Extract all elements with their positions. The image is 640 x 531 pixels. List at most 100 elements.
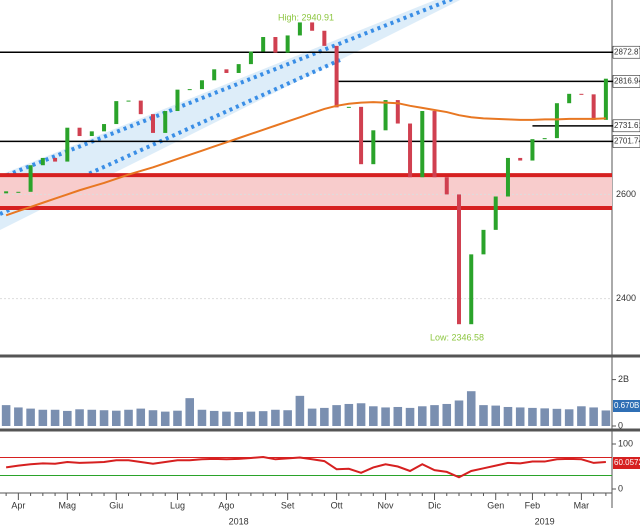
candle bbox=[591, 94, 596, 120]
volume-bar bbox=[442, 403, 452, 426]
volume-bar bbox=[320, 407, 329, 426]
candle bbox=[603, 78, 608, 120]
volume-bar bbox=[405, 407, 415, 426]
candle bbox=[346, 106, 351, 108]
volume-bar bbox=[75, 409, 84, 426]
level-label: 2701.74 bbox=[614, 136, 640, 145]
year-label: 2019 bbox=[535, 516, 555, 526]
candle bbox=[469, 254, 474, 325]
volume-bar bbox=[381, 407, 390, 426]
candle bbox=[432, 111, 437, 178]
level-label: 2816.94 bbox=[614, 76, 640, 85]
rsi-value-label: 60.0572 bbox=[614, 458, 640, 467]
candle bbox=[444, 177, 449, 195]
candle bbox=[420, 111, 425, 178]
candle bbox=[567, 93, 572, 104]
level-label: 2731.61 bbox=[614, 121, 640, 130]
x-tick-label: Giu bbox=[109, 500, 123, 510]
level-label: 2872.87 bbox=[614, 47, 640, 56]
rsi-tag bbox=[613, 457, 640, 469]
volume-bar bbox=[26, 408, 35, 426]
volume-bar bbox=[246, 411, 256, 426]
candle bbox=[163, 111, 168, 133]
volume-bar bbox=[552, 408, 562, 426]
volume-value-label: 0.670B bbox=[614, 401, 639, 410]
candle bbox=[505, 157, 510, 197]
level-tag bbox=[612, 75, 640, 88]
candle bbox=[371, 130, 376, 165]
candle bbox=[77, 127, 82, 137]
volume-bar bbox=[430, 405, 439, 426]
candle bbox=[53, 157, 58, 162]
volume-bar bbox=[38, 409, 48, 426]
rsi-line bbox=[5, 456, 606, 479]
volume-tick-label: 0 bbox=[618, 420, 623, 430]
y-tick-label: 2600 bbox=[616, 189, 636, 199]
candle bbox=[175, 89, 180, 112]
candle bbox=[579, 93, 584, 95]
volume-bar bbox=[307, 408, 317, 426]
volume-bar bbox=[14, 407, 23, 426]
volume-tick-label: 2B bbox=[618, 374, 629, 384]
candle bbox=[199, 80, 204, 90]
volume-bar bbox=[173, 410, 182, 426]
candle bbox=[65, 127, 70, 162]
high-annotation: High: 2940.91 bbox=[278, 12, 334, 22]
candle bbox=[383, 100, 388, 131]
volume-bar bbox=[528, 407, 537, 426]
volume-bar bbox=[124, 409, 133, 426]
volume-bar bbox=[1, 405, 11, 426]
volume-bar bbox=[369, 406, 378, 426]
volume-tag bbox=[613, 400, 640, 412]
volume-bar bbox=[577, 406, 586, 426]
candle bbox=[138, 100, 143, 115]
volume-bar bbox=[393, 406, 403, 426]
candle bbox=[236, 64, 241, 73]
candle bbox=[126, 100, 131, 102]
volume-bar bbox=[283, 410, 292, 426]
channel-line bbox=[0, 0, 456, 180]
volume-bar bbox=[417, 406, 427, 426]
x-tick-label: Gen bbox=[487, 500, 504, 510]
volume-bar bbox=[111, 410, 121, 426]
volume-bar bbox=[564, 409, 574, 426]
volume-bar bbox=[222, 411, 231, 426]
volume-bar bbox=[454, 400, 464, 426]
candle bbox=[16, 191, 21, 193]
rsi-tick-label: 0 bbox=[618, 483, 623, 493]
volume-bar bbox=[589, 407, 598, 426]
candle bbox=[28, 165, 33, 192]
volume-bar bbox=[136, 408, 146, 426]
candle bbox=[285, 35, 290, 53]
volume-bar bbox=[197, 409, 207, 426]
volume-bar bbox=[503, 406, 513, 426]
low-annotation: Low: 2346.58 bbox=[430, 332, 484, 342]
volume-bar bbox=[63, 410, 72, 426]
candle bbox=[310, 22, 315, 31]
volume-bar bbox=[160, 411, 170, 426]
x-tick-label: Nov bbox=[378, 500, 395, 510]
candle bbox=[334, 45, 339, 108]
volume-bar bbox=[540, 408, 549, 426]
candle bbox=[297, 22, 302, 36]
candle bbox=[322, 30, 327, 46]
candle bbox=[4, 191, 9, 194]
candle bbox=[542, 138, 547, 140]
candle bbox=[493, 196, 498, 230]
x-tick-label: Ago bbox=[218, 500, 234, 510]
x-tick-label: Lug bbox=[170, 500, 185, 510]
candle bbox=[102, 124, 107, 132]
volume-bar bbox=[50, 409, 60, 426]
volume-bar bbox=[356, 403, 366, 426]
candle bbox=[530, 139, 535, 161]
candle bbox=[481, 229, 486, 255]
candle bbox=[212, 69, 217, 81]
x-tick-label: Set bbox=[281, 500, 295, 510]
candle bbox=[273, 37, 278, 53]
volume-bar bbox=[344, 403, 354, 426]
x-tick-label: Dic bbox=[428, 500, 441, 510]
volume-bar bbox=[515, 407, 525, 426]
support-band bbox=[0, 175, 612, 208]
